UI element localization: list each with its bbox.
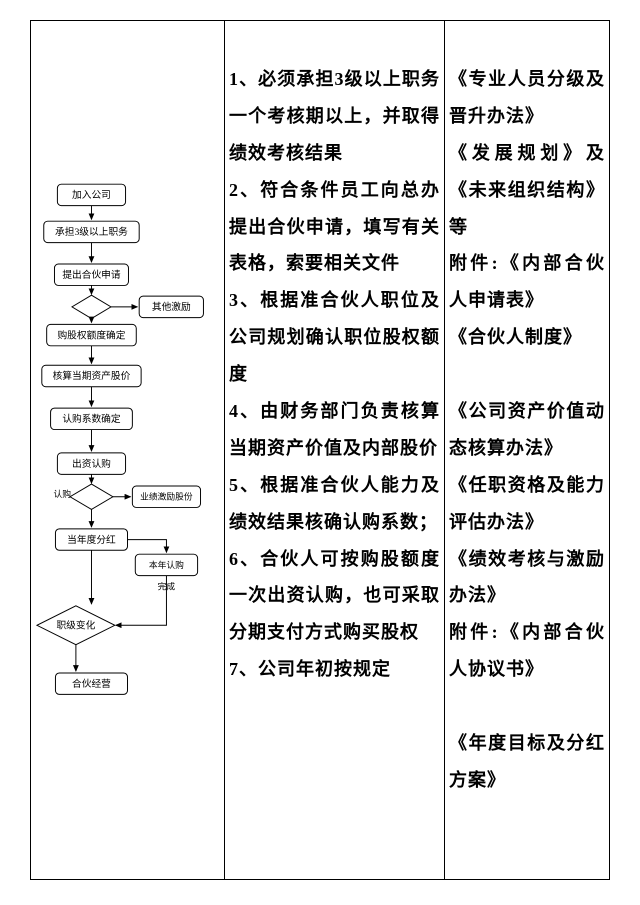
desc-item: 6、合伙人可按购股额度一次出资认购，也可采取分期支付方式购买股权 (229, 541, 440, 652)
ref-item: 《发展规划》及《未来组织结构》等 (449, 135, 605, 246)
desc-item: 1、必须承担3级以上职务一个考核期以上，并取得绩效考核结果 (229, 61, 440, 172)
node-invest-label: 出资认购 (72, 457, 111, 470)
flowchart-svg: 加入公司 承担3级以上职务 提出合伙申请 其他激励 购股权额度确定 核算当期 (35, 29, 220, 871)
decision-level-change-label: 职级变化 (56, 618, 95, 631)
ref-item: 《专业人员分级及晋升办法》 (449, 61, 605, 135)
node-apply-label: 提出合伙申请 (62, 268, 121, 281)
ref-item: 附件:《内部合伙人申请表》 (449, 245, 605, 319)
node-quota-label: 购股权额度确定 (57, 328, 125, 341)
node-other-incentive-label: 其他激励 (152, 300, 191, 313)
ref-item: 附件:《内部合伙人协议书》 (449, 614, 605, 688)
ref-item: 《任职资格及能力评估办法》 (449, 467, 605, 541)
ref-item (449, 688, 605, 725)
ref-item: 《公司资产价值动态核算办法》 (449, 393, 605, 467)
decision-1 (72, 295, 111, 318)
node-partner-ops-label: 合伙经营 (72, 677, 111, 690)
ref-item: 《年度目标及分红方案》 (449, 725, 605, 799)
node-join-company-label: 加入公司 (72, 189, 111, 201)
desc-item: 3、根据准合伙人职位及公司规划确认职位股权额度 (229, 282, 440, 393)
ref-item: 《合伙人制度》 (449, 319, 605, 356)
desc-item: 4、由财务部门负责核算当期资产价值及内部股价 (229, 393, 440, 467)
ref-item (449, 356, 605, 393)
ref-item: 《绩效考核与激励办法》 (449, 541, 605, 615)
node-calc-label: 核算当期资产股价 (53, 369, 131, 382)
description-column: 1、必须承担3级以上职务一个考核期以上，并取得绩效考核结果 2、符合条件员工向总… (225, 21, 445, 879)
node-level3-label: 承担3级以上职务 (55, 225, 128, 238)
node-perf-share-label: 业绩激励股份 (140, 491, 193, 502)
desc-item: 7、公司年初按规定 (229, 651, 440, 688)
node-dividend-label: 当年度分红 (67, 533, 116, 546)
desc-item: 2、符合条件员工向总办提出合伙申请，填写有关表格，索要相关文件 (229, 172, 440, 283)
flowchart-column: 加入公司 承担3级以上职务 提出合伙申请 其他激励 购股权额度确定 核算当期 (30, 21, 225, 879)
node-coeff-label: 认购系数确定 (62, 412, 121, 425)
references-column: 《专业人员分级及晋升办法》 《发展规划》及《未来组织结构》等 附件:《内部合伙人… (445, 21, 610, 879)
label-subscribe: 认购 (54, 488, 72, 499)
desc-item: 5、根据准合伙人能力及绩效结果核确认购系数； (229, 467, 440, 541)
document-table: 加入公司 承担3级以上职务 提出合伙申请 其他激励 购股权额度确定 核算当期 (30, 20, 610, 880)
node-year-sub-label: 本年认购 (149, 559, 184, 570)
decision-2 (70, 484, 113, 509)
